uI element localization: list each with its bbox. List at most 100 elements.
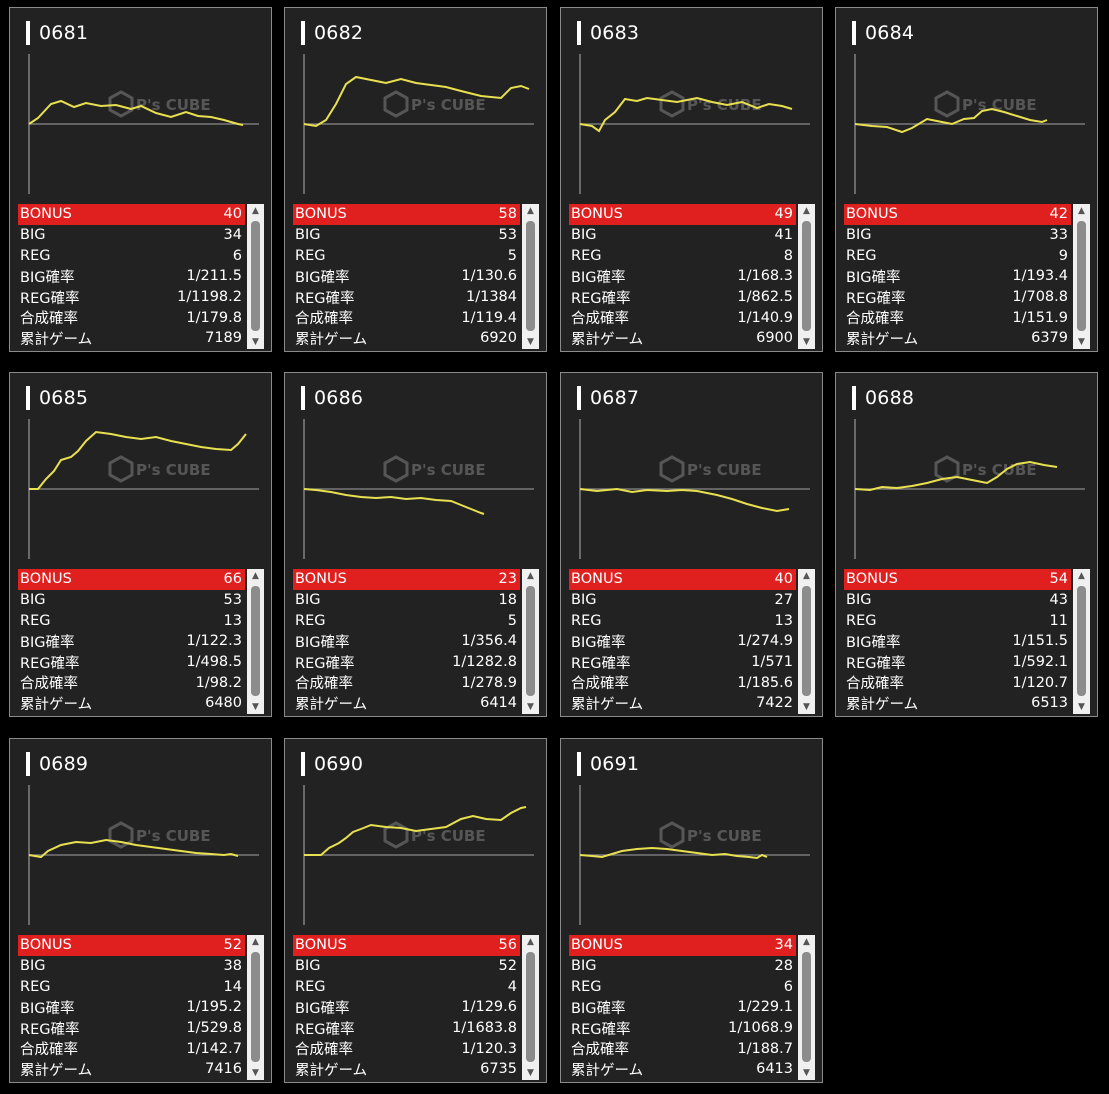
scroll-down-arrow-icon[interactable]: ▼ [252, 702, 259, 712]
stat-label: 合成確率 [846, 676, 904, 693]
scroll-down-arrow-icon[interactable]: ▼ [527, 702, 534, 712]
stats-scrollbar[interactable]: ▲ ▼ [247, 935, 264, 1080]
scrollbar-thumb[interactable] [251, 221, 260, 331]
machine-card-0684[interactable]: 0684 P's CUBE BONUS 42 BIG 33 REG 9 BIG確率 1/… [835, 7, 1098, 352]
scrollbar-thumb[interactable] [1077, 221, 1086, 331]
stat-row-bonus: BONUS 40 [569, 569, 796, 590]
stats-scrollbar[interactable]: ▲ ▼ [522, 935, 539, 1080]
scroll-down-arrow-icon[interactable]: ▼ [803, 702, 810, 712]
scroll-down-arrow-icon[interactable]: ▼ [1078, 702, 1085, 712]
stats-scrollbar[interactable]: ▲ ▼ [247, 204, 264, 349]
stat-label: 累計ゲーム [295, 331, 368, 348]
scroll-up-arrow-icon[interactable]: ▲ [252, 937, 259, 947]
machine-card-0682[interactable]: 0682 P's CUBE BONUS 58 BIG 53 REG 5 BIG確率 1/… [284, 7, 547, 352]
stat-row-reg-rate: REG確率 1/571 [569, 652, 796, 673]
scrollbar-thumb[interactable] [251, 952, 260, 1062]
stat-label: BONUS [295, 937, 347, 954]
stat-value: 52 [223, 937, 242, 954]
scroll-up-arrow-icon[interactable]: ▲ [1078, 206, 1085, 216]
stat-value: 1/120.3 [461, 1040, 517, 1057]
header-accent-bar [301, 752, 305, 776]
stat-label: 累計ゲーム [846, 331, 919, 348]
scroll-down-arrow-icon[interactable]: ▼ [1078, 337, 1085, 347]
stat-row-big: BIG 27 [569, 590, 796, 611]
machine-card-0688[interactable]: 0688 P's CUBE BONUS 54 BIG 43 REG 11 BIG確率 1… [835, 372, 1098, 717]
scrollbar-thumb[interactable] [526, 586, 535, 696]
scrollbar-thumb[interactable] [526, 952, 535, 1062]
stat-row-reg-rate: REG確率 1/1198.2 [18, 287, 245, 308]
cube-logo-icon [383, 455, 409, 483]
scroll-up-arrow-icon[interactable]: ▲ [527, 571, 534, 581]
payout-graph-svg: P's CUBE [28, 419, 259, 559]
stat-label: REG [20, 978, 51, 995]
scroll-down-arrow-icon[interactable]: ▼ [252, 337, 259, 347]
stat-label: BIG確率 [571, 1000, 626, 1017]
stat-value: 1/195.2 [186, 999, 242, 1016]
payout-graph: P's CUBE [26, 54, 259, 194]
machine-card-0689[interactable]: 0689 P's CUBE BONUS 52 BIG 38 REG 14 BIG確率 1… [9, 738, 272, 1083]
machine-card-0685[interactable]: 0685 P's CUBE BONUS 66 BIG 53 REG 13 BIG確率 1… [9, 372, 272, 717]
stat-value: 27 [774, 592, 793, 609]
scrollbar-thumb[interactable] [251, 586, 260, 696]
scroll-down-arrow-icon[interactable]: ▼ [527, 1068, 534, 1078]
stat-row-big-rate: BIG確率 1/356.4 [293, 631, 520, 652]
scroll-down-arrow-icon[interactable]: ▼ [803, 1068, 810, 1078]
scrollbar-thumb[interactable] [802, 221, 811, 331]
stat-label: BIG [295, 227, 321, 244]
scroll-down-arrow-icon[interactable]: ▼ [527, 337, 534, 347]
stat-value: 6 [232, 247, 242, 264]
stats-scrollbar[interactable]: ▲ ▼ [1073, 204, 1090, 349]
machine-number: 0682 [314, 22, 364, 44]
scroll-down-arrow-icon[interactable]: ▼ [252, 1068, 259, 1078]
machine-card-0690[interactable]: 0690 P's CUBE BONUS 56 BIG 52 REG 4 BIG確率 1/… [284, 738, 547, 1083]
stat-label: REG [846, 612, 877, 629]
scrollbar-thumb[interactable] [802, 586, 811, 696]
stats-table: BONUS 40 BIG 34 REG 6 BIG確率 1/211.5 REG確率 1/1… [18, 204, 245, 349]
scroll-up-arrow-icon[interactable]: ▲ [1078, 571, 1085, 581]
stat-label: BONUS [20, 937, 72, 954]
scrollbar-thumb[interactable] [1077, 586, 1086, 696]
machine-card-0681[interactable]: 0681 P's CUBE BONUS 40 BIG 34 REG 6 BIG確率 1/… [9, 7, 272, 352]
header-accent-bar [852, 21, 856, 45]
stat-value: 1/151.9 [1012, 309, 1068, 326]
machine-card-0683[interactable]: 0683 P's CUBE BONUS 49 BIG 41 REG 8 BIG確率 1/… [560, 7, 823, 352]
stats-scrollbar[interactable]: ▲ ▼ [1073, 569, 1090, 714]
stats-table: BONUS 52 BIG 38 REG 14 BIG確率 1/195.2 REG確率 1/… [18, 935, 245, 1080]
scroll-up-arrow-icon[interactable]: ▲ [252, 206, 259, 216]
stat-value: 1/571 [751, 654, 793, 671]
scrollbar-thumb[interactable] [802, 952, 811, 1062]
scroll-up-arrow-icon[interactable]: ▲ [252, 571, 259, 581]
stat-label: BIG [20, 227, 46, 244]
stat-row-bonus: BONUS 52 [18, 935, 245, 956]
scroll-up-arrow-icon[interactable]: ▲ [803, 206, 810, 216]
payout-graph-svg: P's CUBE [28, 54, 259, 194]
machine-card-0687[interactable]: 0687 P's CUBE BONUS 40 BIG 27 REG 13 BIG確率 1… [560, 372, 823, 717]
stat-value: 52 [498, 958, 517, 975]
scrollbar-thumb[interactable] [526, 221, 535, 331]
payout-graph-svg: P's CUBE [854, 419, 1085, 559]
stats-scrollbar[interactable]: ▲ ▼ [798, 204, 815, 349]
stats-scrollbar[interactable]: ▲ ▼ [522, 569, 539, 714]
scroll-down-arrow-icon[interactable]: ▼ [803, 337, 810, 347]
stat-value: 11 [1049, 612, 1068, 629]
card-header: 0688 [852, 385, 914, 411]
stats-scrollbar[interactable]: ▲ ▼ [798, 569, 815, 714]
cube-logo-icon [659, 90, 685, 118]
scroll-up-arrow-icon[interactable]: ▲ [527, 206, 534, 216]
stat-row-big-rate: BIG確率 1/130.6 [293, 266, 520, 287]
stats-scrollbar[interactable]: ▲ ▼ [522, 204, 539, 349]
scroll-up-arrow-icon[interactable]: ▲ [527, 937, 534, 947]
stat-label: REG確率 [571, 290, 631, 307]
card-header: 0681 [26, 20, 88, 46]
scroll-up-arrow-icon[interactable]: ▲ [803, 937, 810, 947]
scroll-up-arrow-icon[interactable]: ▲ [803, 571, 810, 581]
stat-row-bonus: BONUS 40 [18, 204, 245, 225]
machine-card-0691[interactable]: 0691 P's CUBE BONUS 34 BIG 28 REG 6 BIG確率 1/… [560, 738, 823, 1083]
payout-graph-svg: P's CUBE [28, 785, 259, 925]
stats-scrollbar[interactable]: ▲ ▼ [247, 569, 264, 714]
stat-row-bonus: BONUS 58 [293, 204, 520, 225]
stat-row-big-rate: BIG確率 1/211.5 [18, 266, 245, 287]
machine-card-0686[interactable]: 0686 P's CUBE BONUS 23 BIG 18 REG 5 BIG確率 1/… [284, 372, 547, 717]
stats-scrollbar[interactable]: ▲ ▼ [798, 935, 815, 1080]
stat-value: 6513 [1031, 695, 1068, 712]
